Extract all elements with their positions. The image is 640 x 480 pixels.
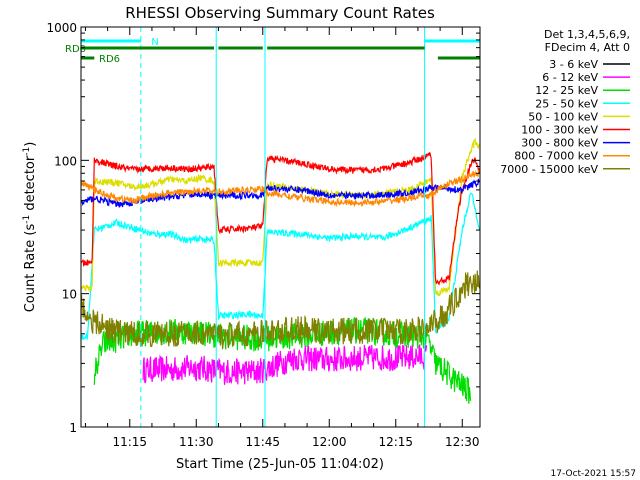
series-line-7 — [80, 169, 480, 208]
y-tick-label: 100 — [54, 154, 77, 168]
legend-entry-label: 25 - 50 keV — [535, 97, 598, 110]
series-line-8 — [80, 270, 481, 350]
legend-header-line: Det 1,3,4,5,6,9, — [544, 28, 630, 41]
x-tick-label: 11:45 — [245, 435, 280, 449]
x-tick-label: 12:15 — [378, 435, 413, 449]
x-tick-label: 11:15 — [112, 435, 147, 449]
legend-entry-label: 50 - 100 keV — [528, 110, 598, 123]
legend-entry-label: 6 - 12 keV — [542, 71, 598, 84]
footer-timestamp: 17-Oct-2021 15:57 — [551, 469, 636, 479]
status-bar-label: N — [151, 37, 158, 48]
x-tick-label: 12:00 — [312, 435, 347, 449]
series-line-3 — [80, 192, 481, 341]
series-line-1 — [142, 344, 428, 385]
legend-entry-label: 300 - 800 keV — [521, 137, 598, 150]
x-axis: 11:15 11:30 11:45 12:00 12:15 12:30 — [84, 27, 480, 449]
y-tick-label: 1000 — [46, 21, 77, 35]
legend-entry-label: 12 - 25 keV — [535, 84, 598, 97]
legend: Det 1,3,4,5,6,9,FDecim 4, Att 0 3 - 6 keV… — [500, 28, 630, 176]
chart-title: RHESSI Observing Summary Count Rates — [125, 4, 435, 22]
annotations: N RD0 RD6 — [65, 27, 481, 427]
x-tick-label: 11:30 — [179, 435, 214, 449]
plot-content — [80, 137, 481, 404]
legend-entry-label: 3 - 6 keV — [549, 58, 598, 71]
plot-frame — [80, 26, 481, 428]
y-tick-label: 1 — [69, 421, 77, 435]
series-line-5 — [80, 151, 481, 286]
legend-entry-label: 100 - 300 keV — [521, 124, 598, 137]
legend-entry-label: 7000 - 15000 keV — [500, 163, 598, 176]
series-line-4 — [80, 137, 481, 297]
x-tick-label: 12:30 — [445, 435, 480, 449]
legend-header-line: FDecim 4, Att 0 — [545, 41, 630, 54]
y-axis-label: Count Rate (s-1 detector-1) — [22, 142, 38, 313]
x-axis-label: Start Time (25-Jun-05 11:04:02) — [176, 457, 384, 472]
status-bar-label: RD0 — [65, 44, 86, 55]
y-tick-label: 10 — [62, 288, 77, 302]
y-axis: 1 10 100 1000 — [46, 21, 480, 435]
legend-entry-label: 800 - 7000 keV — [514, 150, 598, 163]
status-bar-label: RD6 — [99, 54, 120, 65]
